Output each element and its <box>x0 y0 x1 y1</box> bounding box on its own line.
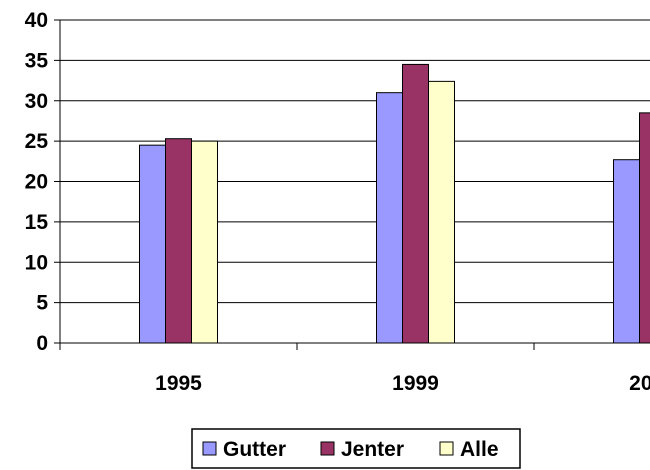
legend: Gutter Jenter Alle <box>191 428 521 469</box>
legend-swatch-alle <box>439 441 454 456</box>
y-tick-label: 35 <box>25 49 49 72</box>
x-tick-label-1995: 1995 <box>155 372 202 395</box>
bar-alle-1995 <box>191 140 218 344</box>
y-tick-label: 0 <box>36 332 48 355</box>
y-tick-label: 30 <box>25 90 48 113</box>
legend-swatch-gutter <box>202 441 217 456</box>
y-tick-label: 25 <box>25 130 49 153</box>
legend-label-alle: Alle <box>460 438 499 461</box>
y-tick-labels: 0 5 10 15 20 25 30 35 40 <box>25 9 49 355</box>
bar-jenter-1995 <box>165 138 192 344</box>
y-tick-label: 40 <box>25 9 48 32</box>
legend-swatch-jenter <box>320 441 335 456</box>
x-tick-label-1999: 1999 <box>392 372 439 395</box>
y-tick-label: 15 <box>25 211 49 234</box>
bar-gutter-1995 <box>139 144 166 344</box>
axes <box>54 19 650 350</box>
bar-alle-1999 <box>428 80 455 344</box>
y-tick-label: 20 <box>25 171 48 194</box>
legend-label-gutter: Gutter <box>223 438 286 461</box>
y-tick-label: 10 <box>25 251 48 274</box>
bars <box>139 63 650 344</box>
bar-jenter-1999 <box>402 63 429 344</box>
x-tick-label-2003: 2003 <box>629 372 650 395</box>
y-tick-label: 5 <box>36 292 48 315</box>
x-tick-labels: 1995 1999 2003 <box>155 372 650 395</box>
legend-box <box>191 428 521 469</box>
legend-label-jenter: Jenter <box>341 438 404 461</box>
bar-gutter-2003 <box>613 159 640 344</box>
bar-jenter-2003 <box>639 112 650 344</box>
bar-gutter-1999 <box>376 92 403 344</box>
